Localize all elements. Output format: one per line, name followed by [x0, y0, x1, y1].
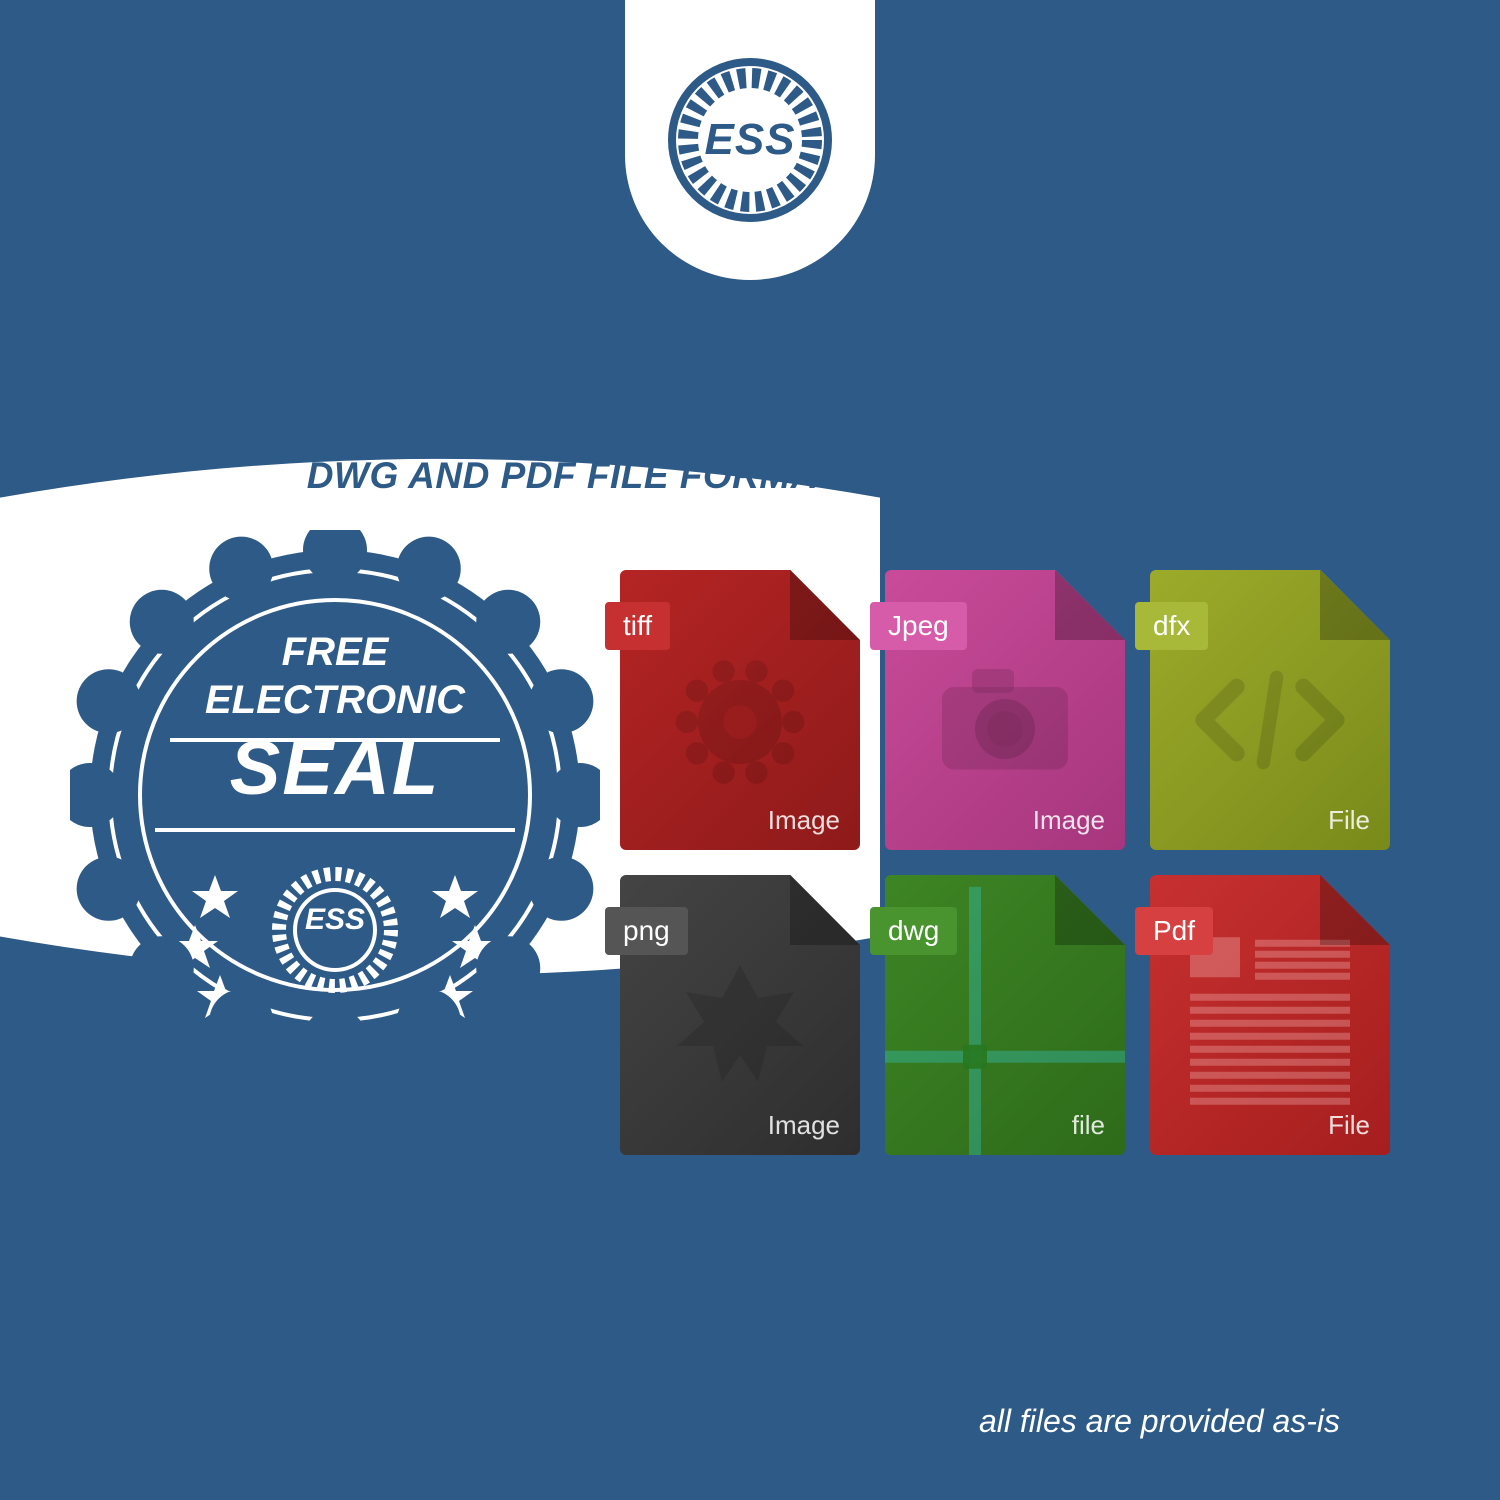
- logo-text: ESS: [704, 115, 795, 165]
- file-label-jpeg: Jpeg: [870, 602, 967, 650]
- code-icon: [1190, 660, 1350, 785]
- file-fold-icon: [790, 875, 860, 945]
- file-type-label: File: [1328, 805, 1370, 836]
- camera-icon: [930, 660, 1080, 785]
- disclaimer-text: all files are provided as-is: [979, 1403, 1340, 1440]
- file-fold-icon: [1320, 570, 1390, 640]
- seal-text-electronic: ELECTRONIC: [205, 678, 465, 723]
- burst-icon: [665, 953, 815, 1108]
- file-label-pdf: Pdf: [1135, 907, 1213, 955]
- file-type-label: Image: [1033, 805, 1105, 836]
- file-fold-icon: [1320, 875, 1390, 945]
- file-label-tiff: tiff: [605, 602, 670, 650]
- file-fold-icon: [790, 570, 860, 640]
- ess-logo: ESS: [665, 55, 835, 225]
- free-electronic-seal-badge: FREE ELECTRONIC SEAL ESS: [70, 530, 600, 1060]
- file-fold-icon: [1055, 875, 1125, 945]
- file-label-dwg: dwg: [870, 907, 957, 955]
- file-type-label: Image: [768, 805, 840, 836]
- file-label-dfx: dfx: [1135, 602, 1208, 650]
- file-fold-icon: [1055, 570, 1125, 640]
- doc-icon: [1180, 927, 1360, 1122]
- file-format-grid: ImagetiffImageJpegFiledfxImagepngfiledwg…: [620, 570, 1420, 1155]
- file-type-label: Image: [768, 1110, 840, 1141]
- gear-icon: [670, 652, 810, 797]
- seal-text-seal: SEAL: [230, 725, 441, 812]
- headline-text: INCLUDES FREE ELECTRONIC SEALS DELIVERED…: [75, 395, 1425, 502]
- file-label-png: png: [605, 907, 688, 955]
- seal-ess-text: ESS: [305, 903, 365, 937]
- file-type-label: file: [1072, 1110, 1105, 1141]
- file-type-label: File: [1328, 1110, 1370, 1141]
- logo-shield: ESS: [625, 0, 875, 280]
- seal-ess-gear: ESS: [275, 860, 395, 980]
- seal-text-free: FREE: [282, 630, 389, 675]
